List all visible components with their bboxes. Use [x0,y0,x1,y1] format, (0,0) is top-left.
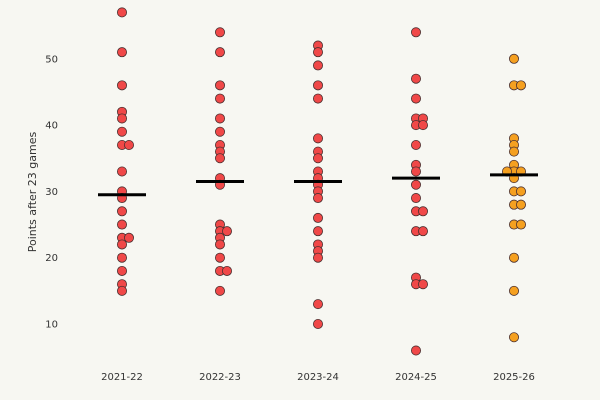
data-point [312,47,323,58]
data-point [410,345,421,356]
data-point [312,60,323,71]
data-point [312,193,323,204]
data-point [221,226,232,237]
data-point [417,206,428,217]
y-tick-label: 20 [45,253,58,264]
data-point [214,285,225,296]
data-point [508,332,519,343]
data-point [117,47,128,58]
data-point [516,199,527,210]
y-tick-label: 40 [45,121,58,132]
data-point [312,299,323,310]
y-axis-label: Points after 23 games [26,131,39,252]
data-point [214,113,225,124]
y-tick-label: 50 [45,54,58,65]
data-point [214,126,225,137]
data-point [124,139,135,150]
data-point [312,212,323,223]
data-point [312,80,323,91]
data-points [117,7,527,356]
data-point [410,139,421,150]
y-axis-ticks: 10 20 30 40 50 [45,54,58,330]
data-point [516,80,527,91]
data-point [410,179,421,190]
x-category-label: 2024-25 [395,372,437,383]
data-point [124,232,135,243]
data-point [508,146,519,157]
data-point [117,206,128,217]
x-category-label: 2022-23 [199,372,241,383]
data-point [214,80,225,91]
median-lines [98,173,538,197]
data-point [221,265,232,276]
data-point [214,252,225,263]
data-point [417,226,428,237]
data-point [117,7,128,18]
data-point [312,93,323,104]
data-point [214,93,225,104]
data-point [117,80,128,91]
data-point [508,53,519,64]
data-point [117,265,128,276]
data-point [214,153,225,164]
data-point [410,166,421,177]
data-point [312,226,323,237]
data-point [312,252,323,263]
data-point [516,186,527,197]
data-point [117,252,128,263]
data-point [508,252,519,263]
y-tick-label: 30 [45,187,58,198]
data-point [417,120,428,131]
data-point [410,27,421,38]
data-point [312,153,323,164]
data-point [117,219,128,230]
data-point [117,285,128,296]
data-point [410,93,421,104]
data-point [117,239,128,250]
x-category-label: 2021-22 [101,372,143,383]
data-point [410,193,421,204]
x-category-label: 2025-26 [493,372,535,383]
data-point [312,133,323,144]
data-point [508,285,519,296]
data-point [117,126,128,137]
data-point [410,73,421,84]
data-point [214,27,225,38]
x-axis-categories: 2021-22 2022-23 2023-24 2024-25 2025-26 [101,372,535,383]
data-point [312,318,323,329]
data-point [214,47,225,58]
y-tick-label: 10 [45,320,58,331]
data-point [214,239,225,250]
data-point [117,166,128,177]
data-point [417,279,428,290]
data-point [516,219,527,230]
x-category-label: 2023-24 [297,372,339,383]
data-point [117,113,128,124]
